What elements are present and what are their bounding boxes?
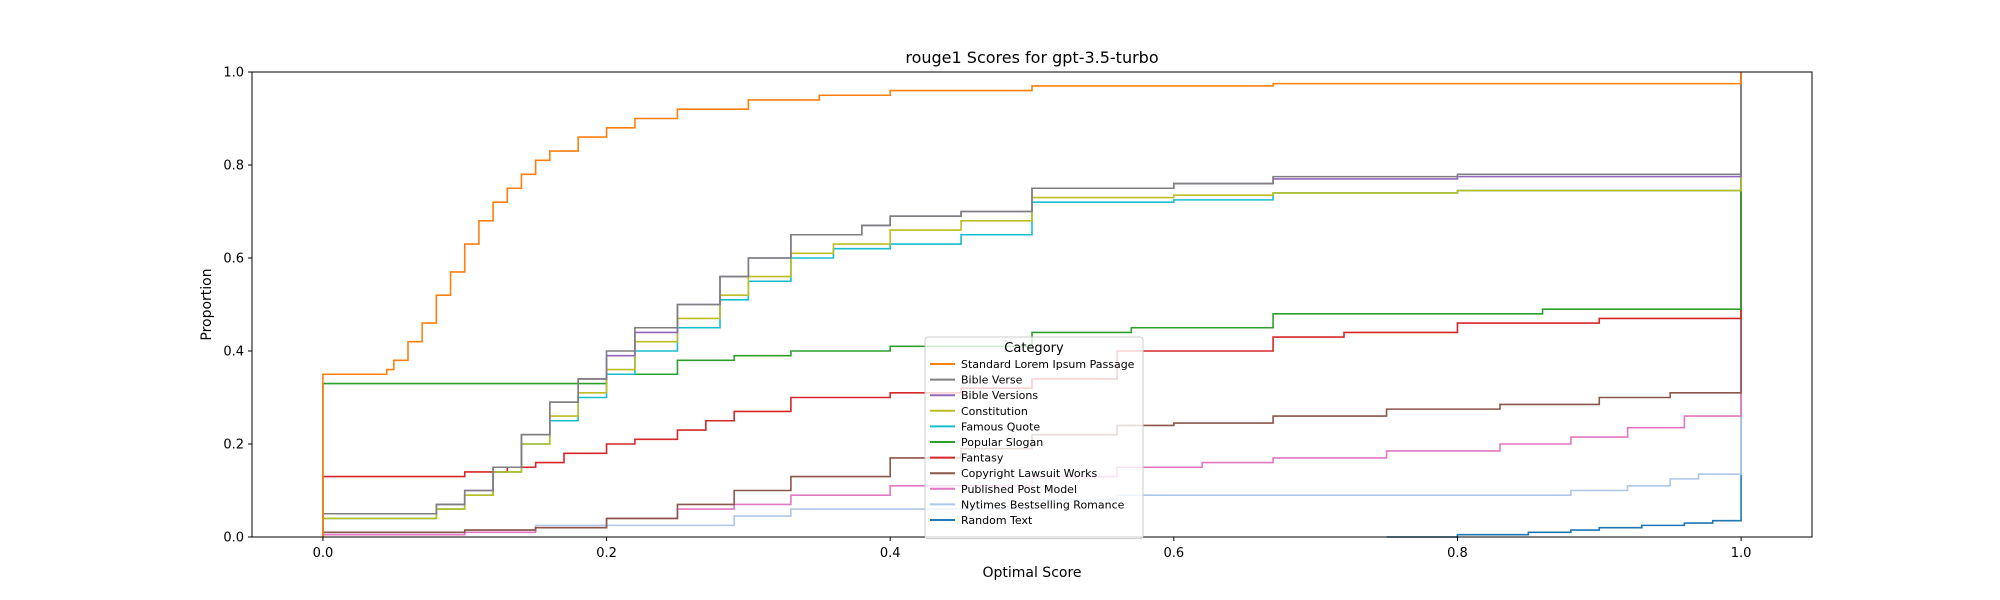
legend-title: Category (1004, 341, 1064, 356)
legend-entry: Published Post Model (961, 483, 1077, 496)
legend-entry: Fantasy (961, 452, 1004, 465)
legend-entry: Nytimes Bestselling Romance (961, 498, 1125, 511)
legend-entry: Popular Slogan (961, 436, 1043, 449)
x-tick-label: 0.6 (1163, 546, 1184, 561)
x-axis-ticks: 0.0 0.2 0.4 0.6 0.8 1.0 (313, 537, 1752, 561)
legend-entry: Bible Verse (961, 374, 1023, 387)
plot-series (322, 72, 1742, 538)
y-tick-label: 0.6 (223, 252, 244, 267)
series-line-0 (322, 72, 1742, 537)
series-line-1 (322, 72, 1742, 537)
x-tick-label: 0.4 (880, 546, 901, 561)
y-tick-label: 0.2 (223, 438, 244, 453)
y-tick-label: 0.0 (223, 531, 244, 546)
x-tick-label: 1.0 (1731, 546, 1752, 561)
x-tick-label: 0.0 (313, 546, 334, 561)
x-tick-label: 0.2 (596, 546, 617, 561)
legend-items: Standard Lorem Ipsum Passage Bible Verse B… (930, 358, 1135, 527)
legend-entry: Bible Versions (961, 389, 1038, 402)
legend: Category Standard Lorem Ipsum Passage Bib… (924, 336, 1144, 540)
legend-entry: Constitution (961, 405, 1028, 418)
legend-box (924, 336, 1144, 540)
series-line-10 (1386, 72, 1742, 538)
legend-entry: Random Text (961, 514, 1033, 527)
y-axis-ticks: 0.0 0.2 0.4 0.6 0.8 1.0 (223, 66, 252, 546)
legend-entry: Famous Quote (961, 420, 1040, 433)
series-line-5 (322, 72, 1742, 537)
series-line-6 (322, 72, 1742, 537)
chart-title: rouge1 Scores for gpt-3.5-turbo (905, 48, 1158, 67)
y-tick-label: 0.8 (223, 159, 244, 174)
legend-entry: Copyright Lawsuit Works (961, 467, 1098, 480)
y-axis-label: Proportion (199, 268, 215, 340)
x-axis-label: Optimal Score (982, 565, 1081, 581)
y-tick-label: 0.4 (223, 345, 244, 360)
legend-entry: Standard Lorem Ipsum Passage (961, 358, 1135, 371)
x-tick-label: 0.8 (1447, 546, 1468, 561)
y-tick-label: 1.0 (223, 66, 244, 81)
